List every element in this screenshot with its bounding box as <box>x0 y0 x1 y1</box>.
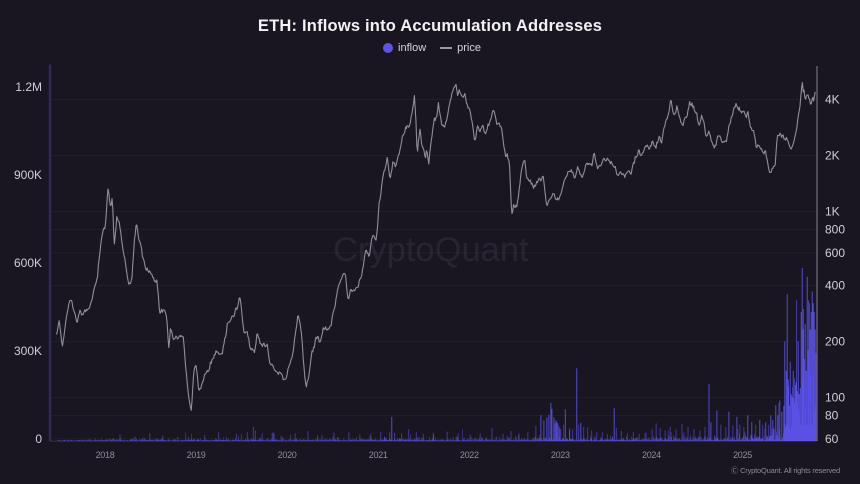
svg-text:CryptoQuant: CryptoQuant <box>333 231 529 269</box>
svg-text:80: 80 <box>825 409 839 423</box>
svg-text:1.2M: 1.2M <box>15 80 42 94</box>
svg-text:60: 60 <box>825 432 839 446</box>
svg-text:2021: 2021 <box>369 450 388 460</box>
svg-text:600: 600 <box>825 246 845 260</box>
svg-text:900K: 900K <box>14 168 42 182</box>
svg-text:Ⓒ CryptoQuant. All rights rese: Ⓒ CryptoQuant. All rights reserved <box>731 466 840 475</box>
svg-text:300K: 300K <box>14 344 42 358</box>
svg-text:0: 0 <box>35 432 42 446</box>
svg-text:400: 400 <box>825 279 845 293</box>
svg-text:200: 200 <box>825 335 845 349</box>
svg-text:2K: 2K <box>825 149 840 163</box>
svg-text:2024: 2024 <box>642 450 661 460</box>
svg-text:4K: 4K <box>825 93 840 107</box>
svg-text:100: 100 <box>825 391 845 405</box>
svg-text:2020: 2020 <box>278 450 297 460</box>
svg-text:2019: 2019 <box>187 450 206 460</box>
svg-text:2023: 2023 <box>551 450 570 460</box>
svg-text:800: 800 <box>825 223 845 237</box>
svg-text:2025: 2025 <box>733 450 752 460</box>
svg-text:1K: 1K <box>825 205 840 219</box>
svg-text:2022: 2022 <box>460 450 479 460</box>
svg-text:600K: 600K <box>14 256 42 270</box>
svg-text:2018: 2018 <box>96 450 115 460</box>
